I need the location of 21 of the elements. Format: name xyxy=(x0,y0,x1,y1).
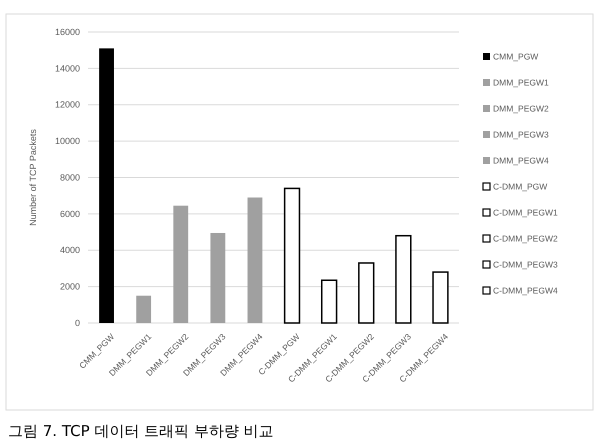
legend-label: C-DMM_PEGW3 xyxy=(493,260,558,270)
legend-label: DMM_PEGW1 xyxy=(493,78,549,88)
y-tick-label: 12000 xyxy=(54,100,80,110)
legend-label: DMM_PEGW4 xyxy=(493,156,549,166)
y-tick-label: 14000 xyxy=(54,63,80,74)
legend-label: C-DMM_PEGW2 xyxy=(493,234,558,244)
caption: 그림 7. TCP 데이터 트래픽 부하량 비교 xyxy=(8,422,274,440)
legend-label: C-DMM_PGW xyxy=(493,182,548,192)
y-tick-label: 10000 xyxy=(54,136,80,146)
legend-label: C-DMM_PEGW1 xyxy=(493,208,558,218)
legend-label: CMM_PGW xyxy=(493,52,538,62)
y-tick-label: 16000 xyxy=(54,26,80,37)
y-tick-label: 2000 xyxy=(60,282,80,292)
y-tick-label: 8000 xyxy=(60,172,80,182)
legend-label: DMM_PEGW2 xyxy=(493,104,549,114)
y-tick-label: 4000 xyxy=(60,245,80,256)
y-tick-label: 6000 xyxy=(60,208,80,219)
y-axis-title: Number of TCP Packets xyxy=(28,128,38,226)
legend-label: C-DMM_PEGW4 xyxy=(493,286,558,296)
legend-label: DMM_PEGW3 xyxy=(493,130,549,140)
y-tick-label: 0 xyxy=(74,318,80,328)
